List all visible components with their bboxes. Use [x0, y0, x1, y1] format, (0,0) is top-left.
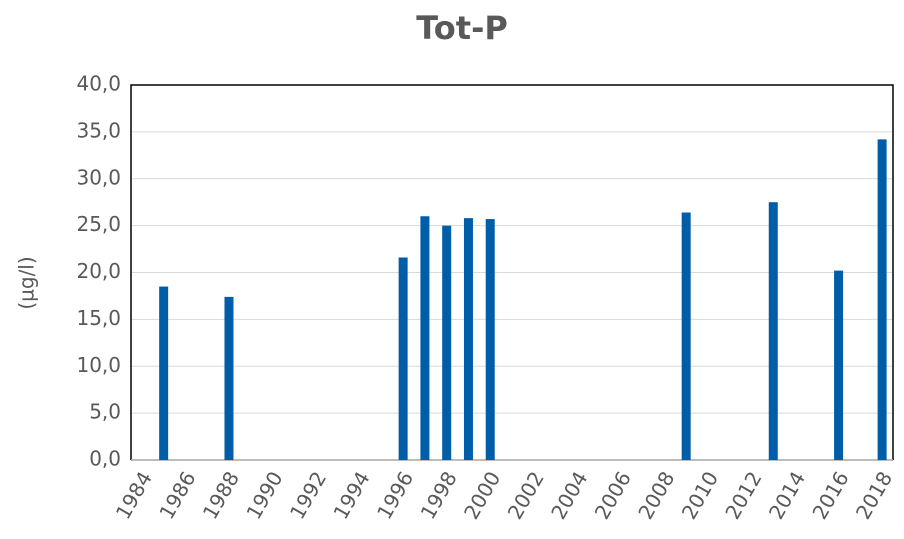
bar	[768, 202, 778, 460]
plot-frame	[130, 84, 894, 460]
y-tick-label: 30,0	[76, 165, 121, 189]
x-tick-label: 2006	[590, 467, 636, 523]
bar	[463, 218, 473, 460]
bar	[834, 270, 844, 460]
y-tick-label: 35,0	[76, 118, 121, 142]
bar	[159, 286, 169, 460]
y-tick-label: 40,0	[76, 72, 121, 96]
bar	[398, 257, 408, 460]
bar	[681, 212, 691, 460]
x-tick-label: 1994	[328, 467, 374, 523]
y-axis-label: (µg/l)	[15, 256, 39, 309]
bar	[877, 139, 887, 460]
x-tick-label: 1992	[285, 467, 331, 523]
bar	[485, 219, 495, 460]
x-tick-label: 1984	[111, 467, 157, 523]
x-tick-label: 2004	[546, 467, 592, 523]
x-tick-label: 2010	[677, 467, 723, 523]
x-tick-label: 1998	[416, 467, 462, 523]
y-tick-label: 20,0	[76, 259, 121, 283]
y-tick-label: 10,0	[76, 353, 121, 377]
x-tick-label: 2014	[764, 467, 810, 523]
bar	[224, 296, 234, 460]
x-tick-label: 1988	[198, 467, 244, 523]
x-tick-label: 1986	[154, 467, 200, 523]
x-tick-label: 1990	[241, 467, 287, 523]
bar	[442, 225, 452, 460]
bar	[420, 216, 430, 460]
y-tick-label: 15,0	[76, 306, 121, 330]
y-tick-label: 5,0	[89, 400, 121, 424]
x-tick-label: 2008	[633, 467, 679, 523]
y-tick-label: 0,0	[89, 447, 121, 471]
x-tick-label: 2012	[720, 467, 766, 523]
chart-title: Tot-P	[416, 9, 508, 47]
y-tick-label: 25,0	[76, 212, 121, 236]
x-tick-label: 2000	[459, 467, 505, 523]
x-tick-label: 1996	[372, 467, 418, 523]
x-tick-label: 2016	[807, 467, 853, 523]
x-tick-label: 2018	[851, 467, 897, 523]
x-tick-label: 2002	[503, 467, 549, 523]
